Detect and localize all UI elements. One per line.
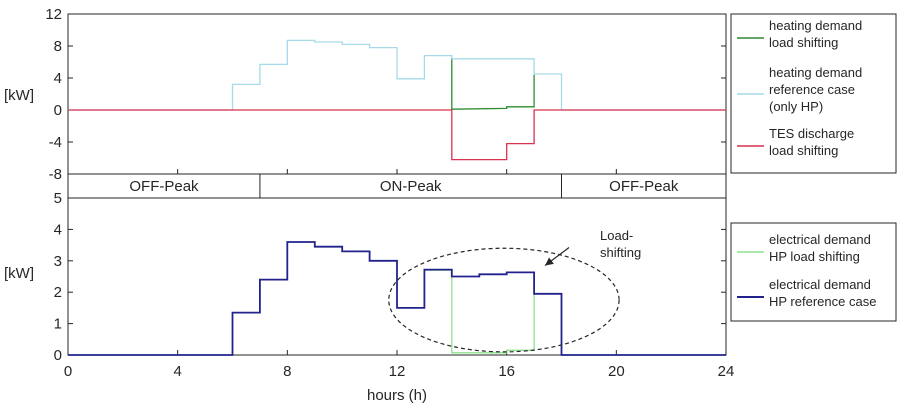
bottom-ylabel: [kW] xyxy=(4,265,34,282)
bottom-legend-label-1-1: HP reference case xyxy=(769,294,876,309)
bottom-x-ticks: 0 4 8 12 16 20 24 xyxy=(64,169,735,380)
period-bar-box xyxy=(67,173,727,199)
top-ytick-label-0: 12 xyxy=(45,6,62,23)
top-series-line-0 xyxy=(451,58,535,110)
annotation-text-line-0: Load- xyxy=(600,228,633,243)
top-legend: heating demand load shifting heating deman… xyxy=(730,13,897,174)
period-label-1: ON-Peak xyxy=(380,178,442,195)
bottom-series xyxy=(68,241,726,356)
bottom-xtick-label-3: 12 xyxy=(389,363,406,380)
bottom-series-line-0 xyxy=(424,269,562,354)
bottom-xtick-label-1: 4 xyxy=(173,363,181,380)
load-shifting-annotation: Load-shifting xyxy=(388,228,641,353)
top-legend-label-2-1: load shifting xyxy=(769,143,838,158)
top-ytick-label-2: 4 xyxy=(54,70,62,87)
top-series xyxy=(68,39,726,161)
bottom-xtick-label-5: 20 xyxy=(608,363,625,380)
bottom-ytick-label-5: 0 xyxy=(54,347,62,364)
annotation-text-line-1: shifting xyxy=(600,245,641,260)
top-ytick-label-3: 0 xyxy=(54,102,62,119)
top-ytick-label-4: -4 xyxy=(49,134,62,151)
bottom-xtick-label-0: 0 xyxy=(64,363,72,380)
period-label-2: OFF-Peak xyxy=(609,178,679,195)
bottom-xtick-label-4: 16 xyxy=(498,363,515,380)
top-legend-label-1-2: (only HP) xyxy=(769,99,823,114)
load-shifting-ellipse xyxy=(388,247,620,353)
bottom-legend-label-0-0: electrical demand xyxy=(769,232,871,247)
top-legend-label-2-0: TES discharge xyxy=(769,126,854,141)
top-ylabel: [kW] xyxy=(4,87,34,104)
top-legend-label-1-1: reference case xyxy=(769,82,855,97)
top-series-line-2 xyxy=(68,109,726,161)
top-ytick-label-5: -8 xyxy=(49,166,62,183)
top-y-ticks: 12 8 4 0 -4 -8 xyxy=(45,6,726,183)
bottom-xlabel: hours (h) xyxy=(367,387,427,404)
bottom-legend-label-0-1: HP load shifting xyxy=(769,249,860,264)
bottom-plot: 5 4 3 2 1 0 0 4 8 12 16 20 24 [kW] hours (h) Load-s… xyxy=(4,169,734,404)
bottom-ytick-label-3: 2 xyxy=(54,284,62,301)
bottom-ytick-label-2: 3 xyxy=(54,253,62,270)
bottom-ytick-label-0: 5 xyxy=(54,190,62,207)
period-cells: OFF-Peak ON-Peak OFF-Peak xyxy=(129,174,679,198)
bottom-legend-box xyxy=(730,222,897,322)
bottom-ytick-label-4: 1 xyxy=(54,316,62,333)
bottom-legend-label-1-0: electrical demand xyxy=(769,277,871,292)
period-label-0: OFF-Peak xyxy=(129,178,199,195)
period-bar: OFF-Peak ON-Peak OFF-Peak xyxy=(67,173,727,199)
top-legend-label-0-1: load shifting xyxy=(769,35,838,50)
bottom-legend: electrical demand HP load shifting electri… xyxy=(730,222,897,322)
top-series-line-1 xyxy=(68,39,726,111)
bottom-xtick-label-6: 24 xyxy=(718,363,735,380)
top-ytick-label-1: 8 xyxy=(54,38,62,55)
top-axes-box xyxy=(67,13,727,175)
top-plot: 12 8 4 0 -4 -8 [kW] xyxy=(4,6,727,183)
bottom-xtick-label-2: 8 xyxy=(283,363,291,380)
load-shifting-arrowhead xyxy=(545,257,554,266)
bottom-ytick-label-1: 4 xyxy=(54,221,62,238)
bottom-y-ticks: 5 4 3 2 1 0 xyxy=(54,190,726,364)
top-legend-label-0-0: heating demand xyxy=(769,18,862,33)
top-legend-label-1-0: heating demand xyxy=(769,65,862,80)
bottom-series-line-1 xyxy=(68,241,726,356)
